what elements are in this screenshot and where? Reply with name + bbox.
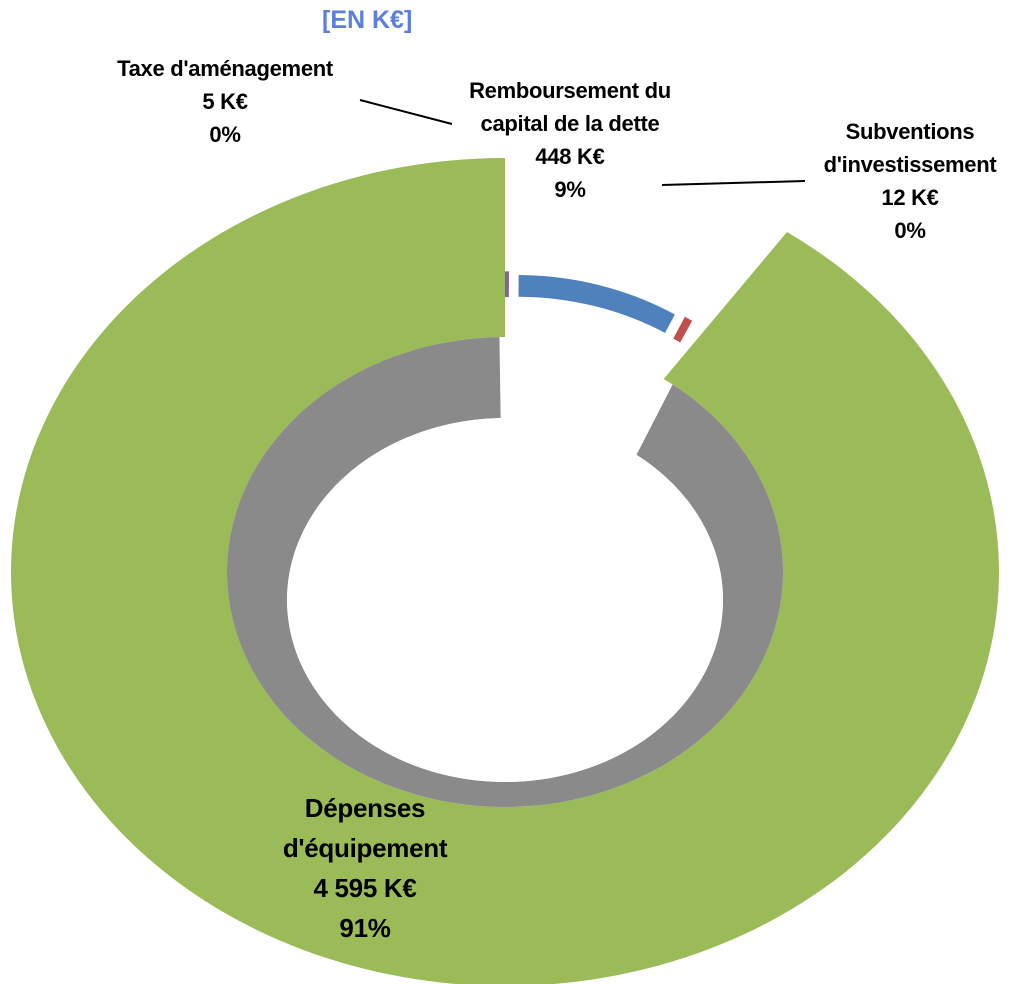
wedge bbox=[503, 271, 509, 298]
label-percent: 91% bbox=[339, 913, 391, 943]
data-label: Taxe d'aménagement 5 K€ 0% bbox=[75, 52, 375, 151]
data-label: Subventions d'investissement 12 K€ 0% bbox=[800, 115, 1020, 247]
data-label: Remboursement du capital de la dette 448 … bbox=[450, 74, 690, 206]
label-value: 448 K€ bbox=[535, 144, 605, 169]
label-value: 4 595 K€ bbox=[313, 873, 417, 903]
label-value: 12 K€ bbox=[881, 185, 939, 210]
label-name: Taxe d'aménagement bbox=[117, 56, 333, 81]
label-name: Dépenses d'équipement bbox=[282, 793, 448, 863]
wedge bbox=[673, 316, 693, 343]
chart-title: [EN K€] bbox=[322, 6, 413, 34]
donut-hole bbox=[287, 418, 723, 782]
wedge bbox=[11, 158, 999, 984]
leader-line bbox=[359, 99, 453, 125]
label-percent: 0% bbox=[894, 218, 926, 243]
label-value: 5 K€ bbox=[202, 89, 248, 114]
label-percent: 9% bbox=[554, 177, 586, 202]
data-label: Dépenses d'équipement 4 595 K€ 91% bbox=[255, 788, 475, 948]
label-name: Subventions d'investissement bbox=[823, 119, 997, 177]
leader-line bbox=[661, 180, 806, 186]
label-name: Remboursement du capital de la dette bbox=[469, 78, 671, 136]
label-percent: 0% bbox=[209, 122, 241, 147]
wedge-shadow bbox=[226, 337, 783, 807]
wedge bbox=[518, 275, 675, 333]
